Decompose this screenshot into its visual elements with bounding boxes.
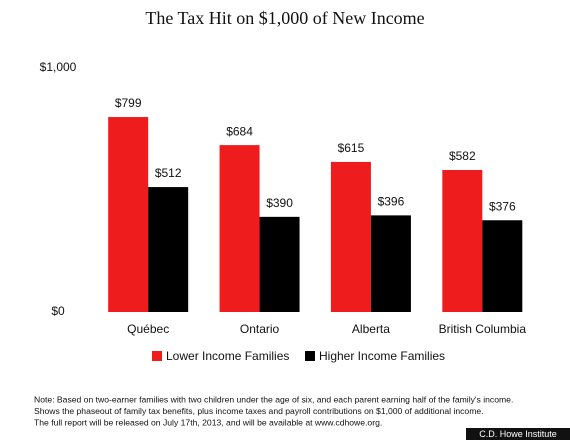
bar — [442, 169, 483, 312]
value-label: $376 — [489, 199, 516, 213]
note-line: Shows the phaseout of family tax benefit… — [34, 406, 484, 416]
bar — [482, 220, 523, 312]
x-tick-label: Alberta — [352, 322, 390, 336]
note-line: Note: Based on two-earner families with … — [34, 394, 513, 404]
credit-box — [466, 428, 570, 440]
legend-label: Lower Income Families — [166, 349, 289, 363]
value-label: $615 — [338, 141, 365, 155]
chart-title: The Tax Hit on $1,000 of New Income — [145, 8, 424, 28]
legend-label: Higher Income Families — [319, 349, 445, 363]
value-label: $582 — [449, 149, 476, 163]
bar — [330, 161, 371, 312]
legend-swatch — [305, 351, 315, 361]
y-tick-label: $0 — [51, 304, 65, 318]
bar — [259, 216, 300, 312]
value-label: $799 — [115, 96, 142, 110]
x-tick-label: Ontario — [240, 322, 280, 336]
bar — [108, 117, 149, 312]
y-tick-label: $1,000 — [40, 60, 77, 74]
note-line: The full report will be released on July… — [34, 417, 382, 427]
value-label: $684 — [226, 124, 253, 138]
x-tick-label: British Columbia — [439, 322, 527, 336]
legend-swatch — [152, 351, 162, 361]
x-tick-label: Québec — [127, 322, 169, 336]
bar — [219, 145, 260, 312]
value-label: $396 — [378, 195, 405, 209]
value-label: $512 — [155, 166, 182, 180]
credit: C.D. Howe Institute — [479, 429, 557, 439]
value-label: $390 — [266, 196, 293, 210]
bar — [370, 215, 411, 312]
bar — [148, 187, 189, 312]
